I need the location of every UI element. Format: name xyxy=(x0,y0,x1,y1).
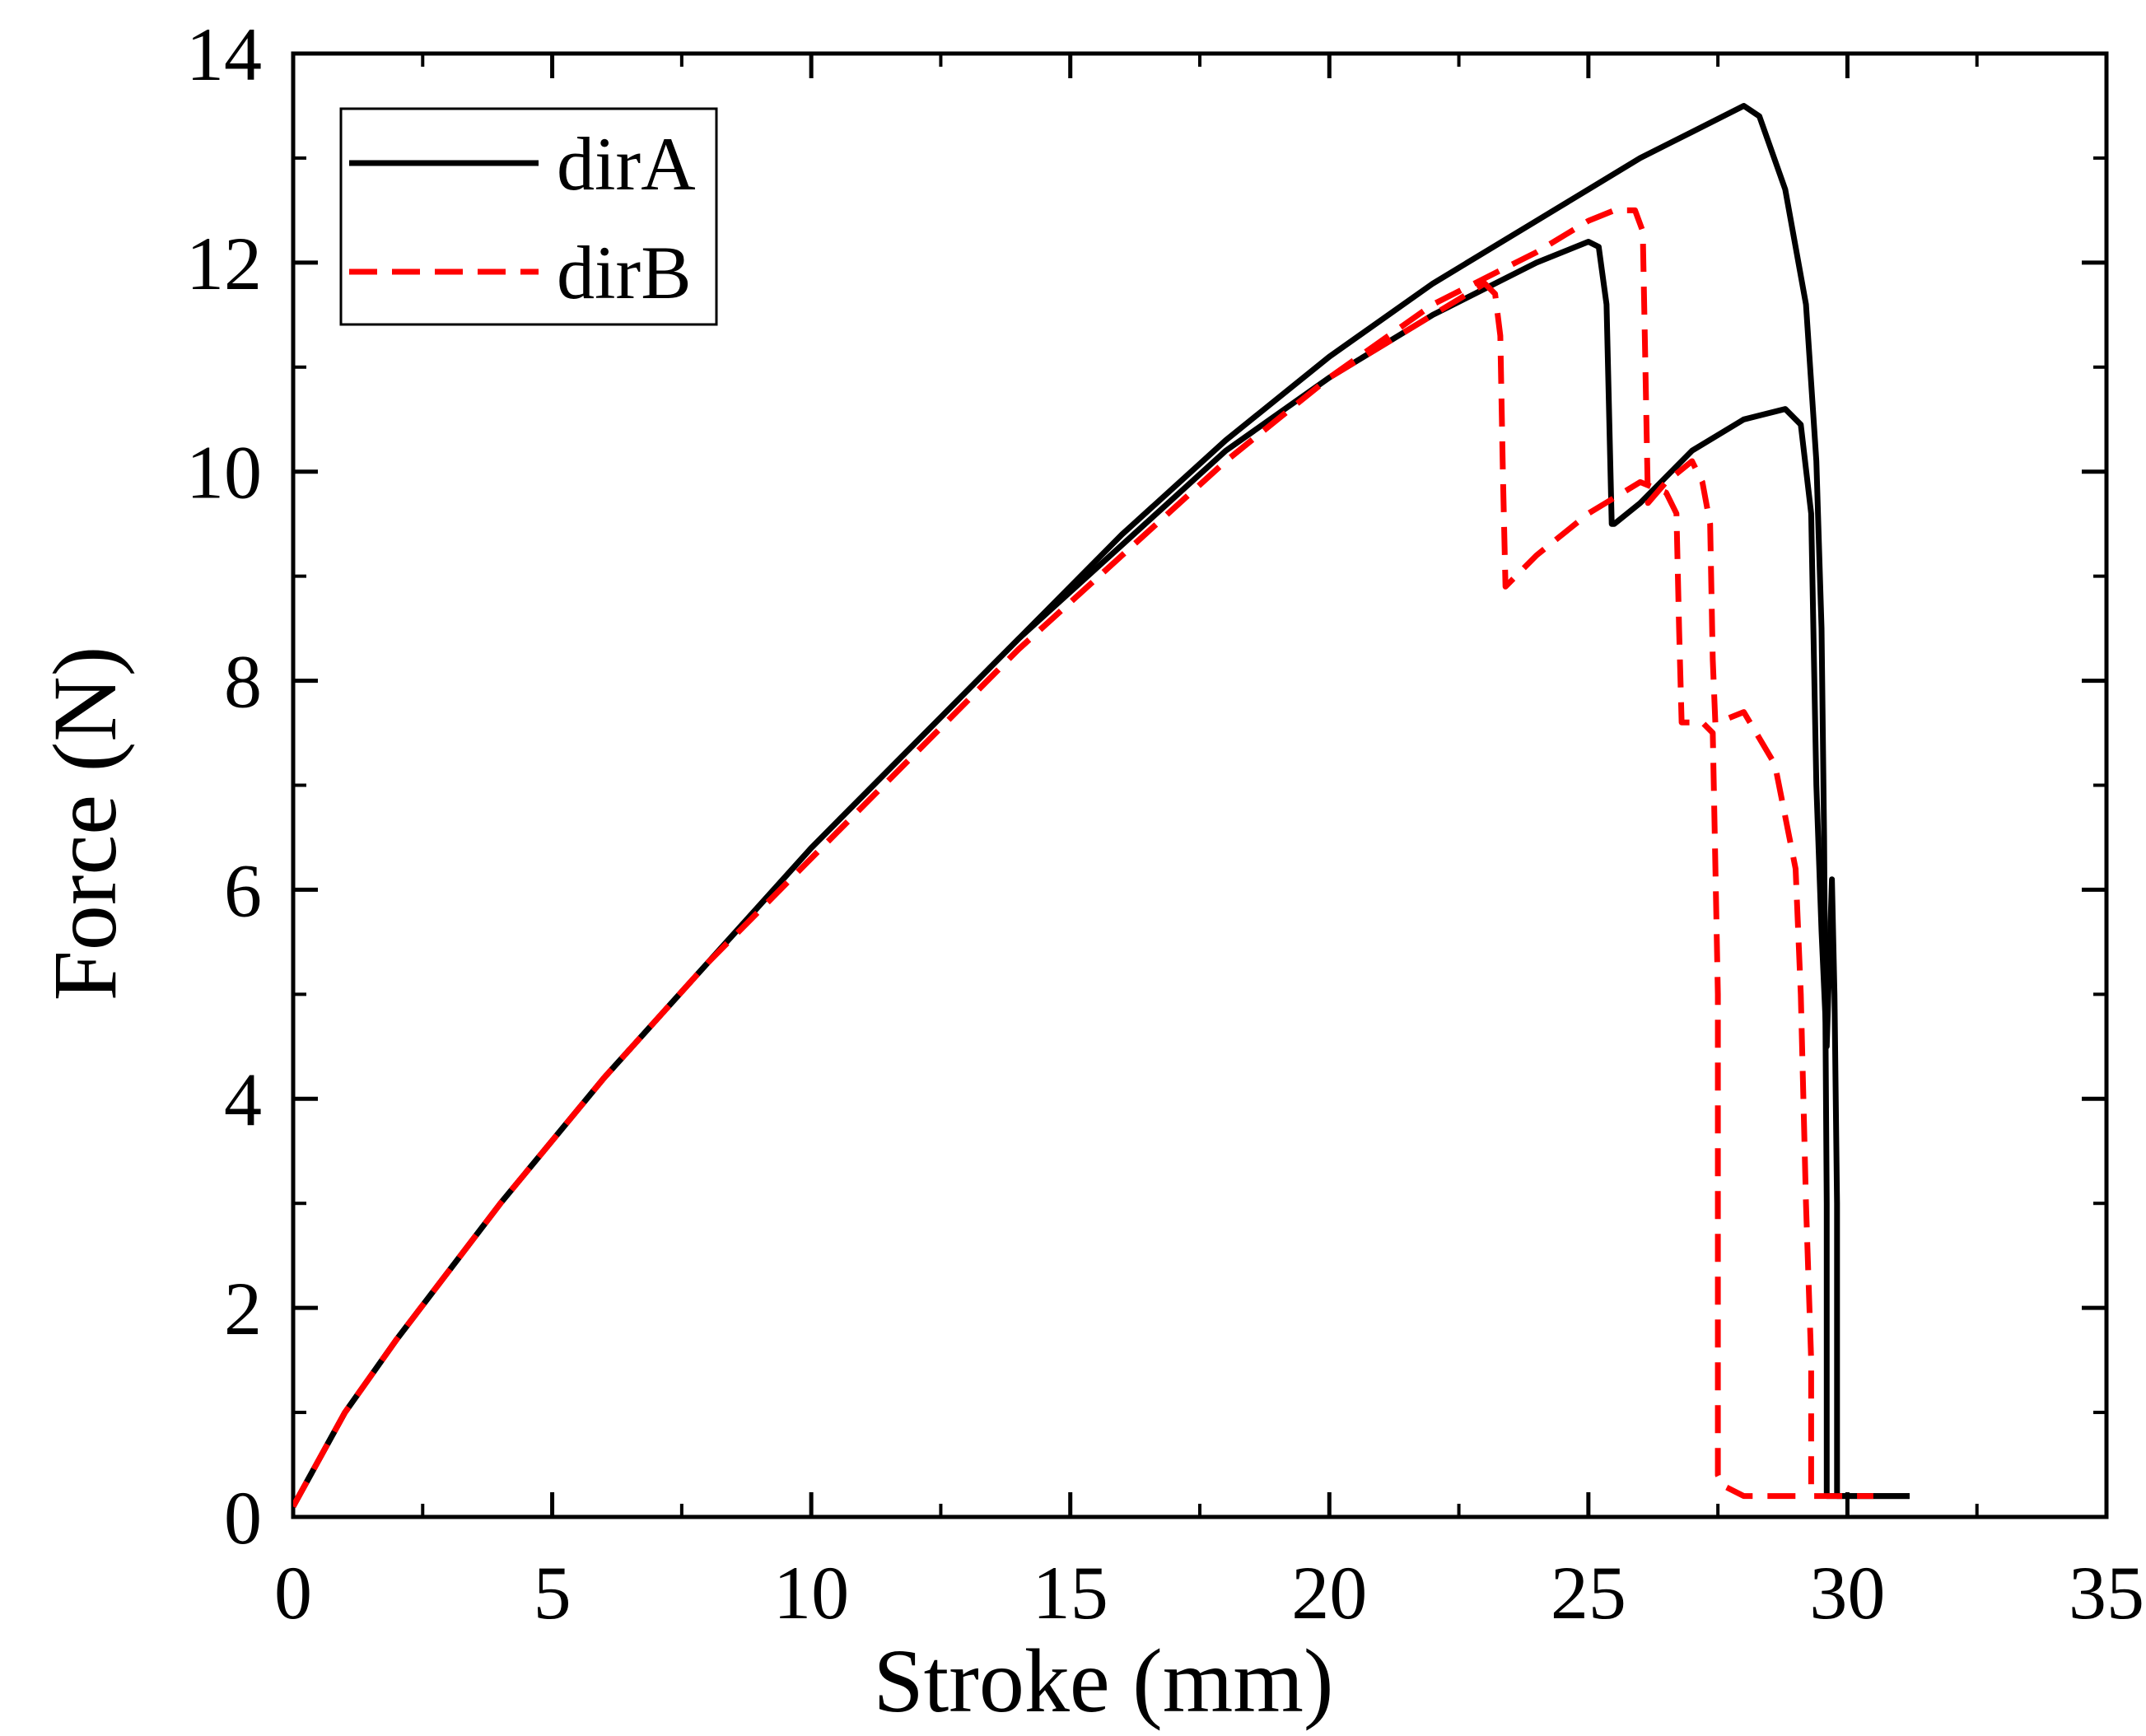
x-tick-label: 15 xyxy=(1033,1551,1108,1635)
x-tick-label: 10 xyxy=(773,1551,849,1635)
series-dirA-line xyxy=(293,239,1910,1508)
x-tick-label: 30 xyxy=(1809,1551,1885,1635)
tick-labels: 0 5 10 15 20 25 30 35 0 2 4 6 8 10 12 14 xyxy=(186,12,2144,1635)
y-tick-label: 4 xyxy=(224,1057,262,1141)
y-tick-label: 12 xyxy=(186,222,262,306)
x-tick-label: 20 xyxy=(1291,1551,1367,1635)
x-tick-label: 25 xyxy=(1551,1551,1626,1635)
series-dirB-line xyxy=(293,207,1873,1508)
y-tick-label: 6 xyxy=(224,848,262,932)
legend-label-dirA: dirA xyxy=(557,122,696,206)
y-tick-label: 8 xyxy=(224,640,262,724)
x-axis-title: Stroke (mm) xyxy=(873,1631,1333,1731)
y-tick-label: 0 xyxy=(224,1476,262,1560)
y-tick-label: 10 xyxy=(186,431,262,515)
y-axis-title: Force (N) xyxy=(35,646,135,1001)
x-tick-label: 0 xyxy=(274,1551,312,1635)
y-tick-label: 14 xyxy=(186,12,262,96)
legend: dirA dirB xyxy=(339,107,718,326)
legend-label-dirB: dirB xyxy=(557,231,692,315)
legend-box xyxy=(339,107,718,326)
x-tick-label: 35 xyxy=(2069,1551,2144,1635)
series-dirB-line xyxy=(293,280,1796,1508)
axis-ticks xyxy=(291,51,2109,1519)
y-tick-label: 2 xyxy=(224,1267,262,1351)
x-tick-label: 5 xyxy=(534,1551,571,1635)
series-layer xyxy=(293,103,1910,1508)
